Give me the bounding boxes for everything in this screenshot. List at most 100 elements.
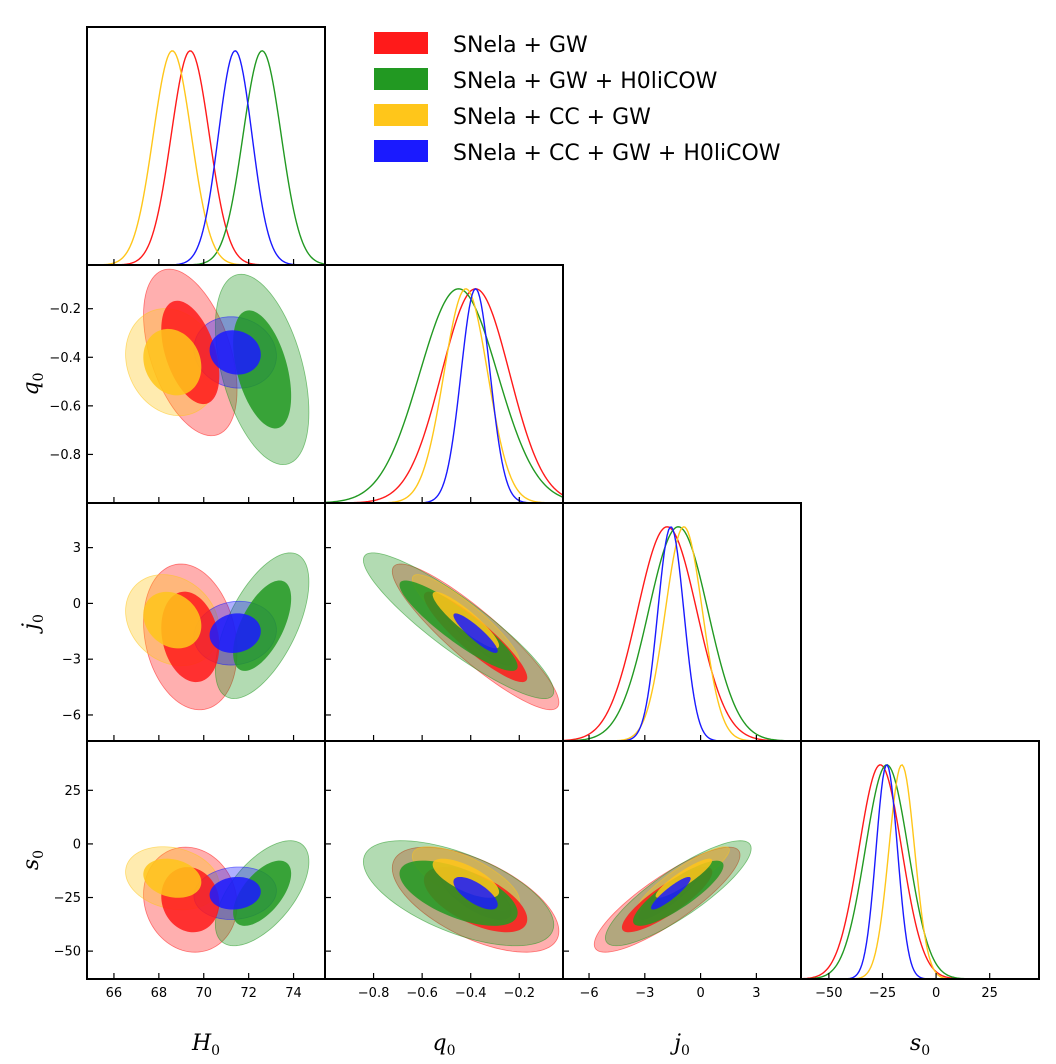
x-tick-label: −6: [579, 986, 598, 1001]
y-axis-label-q0: q0: [19, 372, 47, 395]
contour-68-3: [143, 858, 202, 898]
x-tick-label: −0.8: [358, 986, 390, 1001]
marginal-curve-2: [563, 526, 801, 741]
y-tick-label: 0: [73, 837, 81, 852]
panel-content: [362, 840, 560, 953]
x-tick-label: 0: [696, 986, 704, 1001]
contour-68-2: [399, 860, 518, 926]
panel-H0-marginal: [86, 26, 326, 266]
svg-text:q0: q0: [19, 372, 47, 395]
marginal-curve-4: [563, 526, 801, 741]
legend-label: SNela + GW + H0liCOW: [453, 69, 718, 94]
y-tick-label: −6: [62, 708, 81, 723]
contour-68-4: [453, 876, 498, 910]
legend: SNela + GW SNela + GW + H0liCOW SNela + CC…: [374, 32, 781, 166]
y-tick-label: 25: [64, 784, 81, 799]
x-axis-label-s0: s0: [910, 1031, 930, 1059]
legend-item-3: SNela + CC + GW: [374, 104, 651, 130]
marginal-curve-2: [87, 50, 325, 265]
y-tick-label: −0.8: [49, 448, 81, 463]
panel-content: [563, 526, 801, 741]
x-tick-label: 74: [285, 986, 302, 1001]
y-tick-label: 0: [73, 597, 81, 612]
panel-H0-vs-j0: −6 −3 0 3: [62, 502, 326, 742]
legend-swatch: [374, 32, 428, 54]
marginal-curve-4: [87, 50, 325, 265]
legend-label: SNela + GW: [453, 33, 588, 58]
panel-content: [325, 288, 563, 503]
x-tick-label: −0.4: [455, 986, 487, 1001]
y-tick-label: −0.2: [49, 302, 81, 317]
panel-content: [593, 840, 752, 953]
panel-frame: [800, 740, 1040, 980]
x-tick-label: 0: [932, 986, 940, 1001]
y-tick-label: −0.4: [49, 351, 81, 366]
panel-s0-marginal: −50 −25 0 25: [800, 740, 1040, 1001]
y-tick-label: −50: [54, 945, 81, 960]
panel-q0-vs-s0: −0.8 −0.6 −0.4 −0.2: [324, 740, 564, 1001]
contour-68-4: [209, 330, 261, 375]
legend-item-4: SNela + CC + GW + H0liCOW: [374, 140, 781, 166]
x-axis-label-j0: j0: [669, 1031, 690, 1059]
marginal-curve-3: [87, 50, 325, 265]
x-axis-label-q0: q0: [432, 1031, 455, 1059]
svg-text:s0: s0: [19, 850, 47, 870]
panel-frame: [86, 26, 326, 266]
panel-content: [125, 552, 310, 711]
marginal-curve-1: [801, 764, 1039, 979]
x-axis-label-H0: H0: [191, 1031, 220, 1059]
contour-68-3: [143, 328, 202, 396]
y-tick-label: −3: [62, 653, 81, 668]
panels: −0.8 −0.6 −0.4 −0.2 −6 −3 0 3 66 68 70 72 74 −50 −25 0 2…: [19, 26, 1040, 1059]
x-tick-label: −25: [869, 986, 896, 1001]
x-tick-label: 66: [106, 986, 123, 1001]
panel-content: [87, 50, 325, 265]
y-axis-label-s0: s0: [19, 850, 47, 870]
marginal-curve-1: [563, 526, 801, 741]
marginal-curve-1: [325, 288, 563, 503]
marginal-curve-3: [563, 526, 801, 741]
x-tick-label: 72: [240, 986, 257, 1001]
panel-q0-marginal: [324, 264, 564, 504]
x-tick-label: 3: [752, 986, 760, 1001]
panel-q0-vs-j0: [324, 502, 564, 742]
marginal-curve-4: [325, 288, 563, 503]
panel-H0-vs-s0: 66 68 70 72 74 −50 −25 0 25: [54, 740, 326, 1001]
x-tick-label: 68: [151, 986, 168, 1001]
legend-label: SNela + CC + GW: [453, 105, 651, 130]
panel-content: [362, 552, 560, 711]
contour-68-4: [209, 876, 261, 910]
svg-text:j0: j0: [19, 614, 47, 635]
legend-label: SNela + CC + GW + H0liCOW: [453, 141, 781, 166]
legend-item-1: SNela + GW: [374, 32, 588, 58]
marginal-curve-2: [801, 764, 1039, 979]
contour-68-4: [453, 613, 498, 653]
legend-item-2: SNela + GW + H0liCOW: [374, 68, 718, 94]
panel-H0-vs-q0: −0.8 −0.6 −0.4 −0.2: [49, 264, 326, 504]
x-tick-label: 25: [981, 986, 998, 1001]
marginal-curve-3: [801, 764, 1039, 979]
x-tick-label: −3: [635, 986, 654, 1001]
panel-frame: [324, 264, 564, 504]
marginal-curve-4: [801, 764, 1039, 979]
x-tick-label: −0.6: [406, 986, 438, 1001]
panel-content: [801, 764, 1039, 979]
contour-68-2: [233, 860, 292, 926]
y-tick-label: −25: [54, 891, 81, 906]
x-tick-label: −0.2: [503, 986, 535, 1001]
panel-content: [125, 268, 310, 466]
y-tick-label: 3: [73, 541, 81, 556]
panel-content: [125, 840, 310, 953]
contour-68-3: [143, 591, 202, 649]
x-tick-label: 70: [195, 986, 212, 1001]
y-axis-label-j0: j0: [19, 614, 47, 635]
panel-j0-marginal: [562, 502, 802, 742]
panel-frame: [562, 502, 802, 742]
contour-68-4: [209, 613, 261, 653]
marginal-curve-3: [325, 288, 563, 503]
contour-68-4: [651, 876, 691, 910]
legend-swatch: [374, 104, 428, 126]
marginal-curve-1: [87, 50, 325, 265]
legend-swatch: [374, 140, 428, 162]
